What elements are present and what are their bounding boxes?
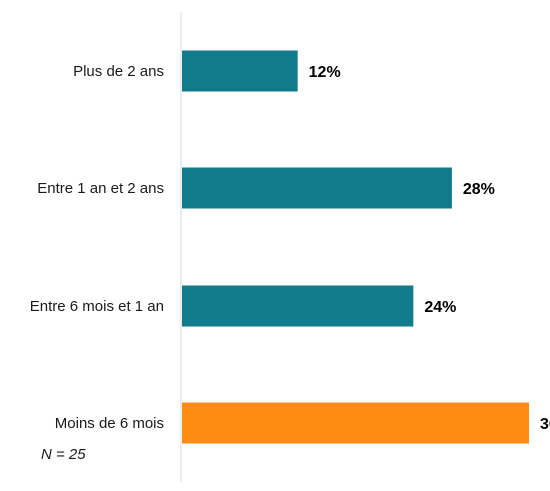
sample-size-note: N = 25 <box>41 446 86 463</box>
value-label-4: 36% <box>540 416 550 433</box>
category-label-3: Entre 6 mois et 1 an <box>30 298 164 315</box>
bars-group: Plus de 2 ans 12% Entre 1 an et 2 ans 28% En… <box>30 50 550 444</box>
category-label-4: Moins de 6 mois <box>55 415 164 432</box>
value-label-1: 12% <box>309 64 341 81</box>
value-label-2: 28% <box>463 181 495 198</box>
category-label-1: Plus de 2 ans <box>73 63 164 80</box>
bar-2 <box>182 167 452 209</box>
bar-3 <box>182 285 414 327</box>
category-label-2: Entre 1 an et 2 ans <box>37 180 164 197</box>
bar-4 <box>182 402 529 444</box>
bar-1 <box>182 50 298 92</box>
value-label-3: 24% <box>424 299 456 316</box>
